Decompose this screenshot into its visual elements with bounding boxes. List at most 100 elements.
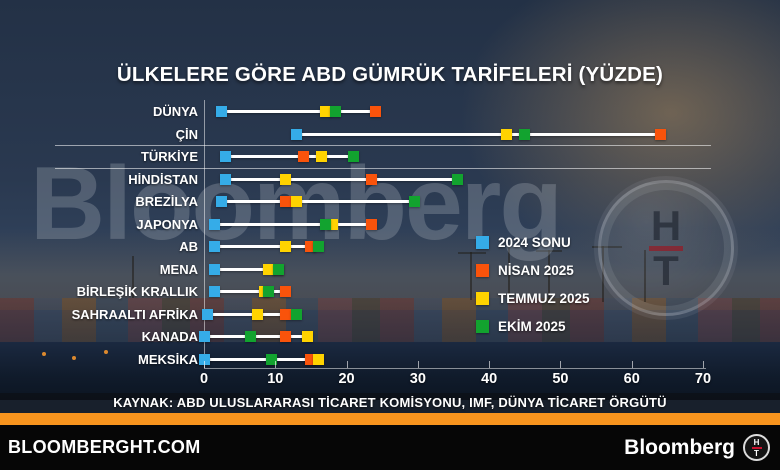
marker-series-2 <box>291 196 303 207</box>
legend-item-1: NİSAN 2025 <box>476 264 590 277</box>
connector-line <box>214 245 319 248</box>
crane-silhouette <box>470 252 472 300</box>
x-axis-tick <box>631 361 633 368</box>
marker-series-2 <box>280 173 292 185</box>
marker-series-0 <box>209 286 221 297</box>
ht-logo-t: T <box>754 448 759 458</box>
legend-swatch-2 <box>476 292 489 305</box>
harbor-light <box>104 350 108 354</box>
legend-label-0: 2024 SONU <box>498 235 571 250</box>
marker-series-0 <box>216 196 228 207</box>
ht-watermark-h: H <box>650 201 682 249</box>
x-axis-label: 60 <box>623 371 640 387</box>
category-label-2: TÜRKİYE <box>140 149 198 164</box>
legend-label-1: NİSAN 2025 <box>498 263 574 278</box>
category-label-5: JAPONYA <box>136 216 198 232</box>
marker-series-2 <box>319 106 331 117</box>
x-axis-label: 70 <box>694 371 712 387</box>
x-axis-label: 40 <box>481 371 498 387</box>
marker-series-2 <box>251 308 263 320</box>
crane-silhouette <box>132 256 134 298</box>
marker-series-0 <box>198 331 210 342</box>
background-ship-hull <box>0 342 780 400</box>
marker-series-3 <box>519 128 531 140</box>
category-label-1: ÇİN <box>175 126 198 142</box>
ht-watermark-bar <box>649 245 683 251</box>
category-label-4: BREZİLYA <box>135 194 198 209</box>
legend-item-0: 2024 SONU <box>476 236 590 249</box>
marker-series-0 <box>209 263 221 275</box>
category-label-3: HİNDİSTAN <box>128 171 198 187</box>
legend-swatch-3 <box>476 320 489 333</box>
crane-silhouette <box>508 248 510 300</box>
marker-series-3 <box>291 308 303 320</box>
marker-series-3 <box>319 218 331 230</box>
x-axis-label: 20 <box>338 371 355 387</box>
marker-series-0 <box>209 218 221 230</box>
legend-item-2: TEMMUZ 2025 <box>476 292 590 305</box>
marker-series-0 <box>198 353 210 365</box>
category-label-0: DÜNYA <box>152 104 198 119</box>
category-label-9: SAHRAALTI AFRİKA <box>71 306 198 322</box>
marker-series-1 <box>369 106 381 117</box>
source-note: KAYNAK: ABD ULUSLARARASI TİCARET KOMİSYO… <box>0 393 780 413</box>
marker-series-0 <box>209 241 221 252</box>
marker-series-1 <box>305 353 317 365</box>
x-axis-label: 30 <box>409 371 426 387</box>
marker-series-2 <box>312 353 324 365</box>
marker-series-1 <box>298 151 310 162</box>
connector-line <box>214 222 372 226</box>
marker-series-0 <box>219 173 231 185</box>
harbor-light <box>72 356 76 360</box>
x-axis-line <box>204 368 706 369</box>
marker-series-0 <box>202 308 214 320</box>
footer-bar: BLOOMBERGHT.COM Bloomberg H T <box>0 425 780 470</box>
marker-series-1 <box>366 173 378 185</box>
category-label-11: MEKSİKA <box>138 351 198 367</box>
marker-series-1 <box>280 308 292 320</box>
harbor-light <box>42 352 46 356</box>
marker-series-2 <box>301 331 313 342</box>
legend-item-3: EKİM 2025 <box>476 320 590 333</box>
x-axis-tick <box>346 361 348 368</box>
marker-series-0 <box>291 128 303 140</box>
legend: 2024 SONU NİSAN 2025 TEMMUZ 2025 EKİM 2025 <box>476 236 590 333</box>
marker-series-2 <box>262 263 274 275</box>
marker-series-3 <box>244 331 256 342</box>
x-axis-label: 50 <box>552 371 569 387</box>
marker-series-1 <box>305 241 317 252</box>
ht-watermark-t: T <box>653 246 679 294</box>
marker-series-3 <box>348 151 360 162</box>
marker-series-3 <box>266 353 278 365</box>
legend-swatch-1 <box>476 264 489 277</box>
crane-silhouette <box>548 250 550 300</box>
y-axis-line <box>204 100 205 368</box>
category-label-8: BİRLEŞİK KRALLIK <box>76 284 198 299</box>
x-axis-tick <box>417 361 419 368</box>
marker-series-0 <box>216 106 228 117</box>
legend-swatch-0 <box>476 236 489 249</box>
crane-jib <box>536 250 562 252</box>
legend-label-3: EKİM 2025 <box>498 319 566 334</box>
marker-series-3 <box>262 286 274 297</box>
category-label-6: AB <box>179 239 198 254</box>
bloomberg-logo: Bloomberg H T <box>624 434 770 461</box>
marker-series-2 <box>326 218 338 230</box>
chart-title: ÜLKELERE GÖRE ABD GÜMRÜK TARİFELERİ (YÜZ… <box>116 63 664 86</box>
ht-logo-bar <box>751 446 762 449</box>
highlight-separator-top <box>55 145 711 146</box>
category-label-10: KANADA <box>141 329 198 344</box>
connector-line <box>225 155 354 158</box>
connector-line <box>204 357 319 361</box>
marker-series-2 <box>501 128 513 140</box>
ht-logo-icon: H T <box>743 434 770 461</box>
crane-jib <box>458 252 486 254</box>
marker-series-1 <box>280 196 292 207</box>
connector-line <box>214 290 286 293</box>
legend-label-2: TEMMUZ 2025 <box>498 291 590 306</box>
marker-series-3 <box>273 263 285 275</box>
marker-series-3 <box>408 196 420 207</box>
accent-orange-bar <box>0 413 780 425</box>
